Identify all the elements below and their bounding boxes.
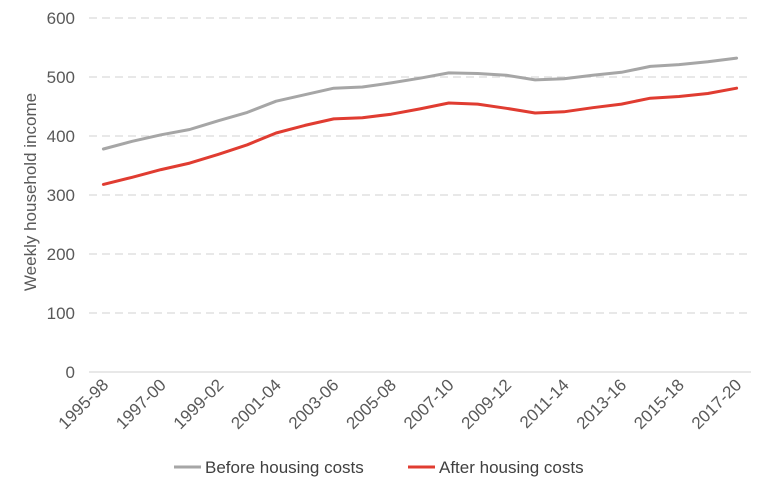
y-tick-label: 200 [47,245,75,264]
y-tick-label: 100 [47,304,75,323]
x-tick-label: 2015-18 [630,375,688,433]
series-line-before-housing-costs [101,56,739,151]
x-tick-label: 2011-14 [516,375,573,432]
y-tick-label: 0 [66,363,75,382]
x-tick-label: 2009-12 [458,375,516,433]
gridlines [89,17,751,314]
y-tick-label: 400 [47,127,75,146]
x-tick-label: 1999-02 [170,375,228,433]
y-tick-label: 600 [47,9,75,28]
y-tick-label: 300 [47,186,75,205]
x-tick-label: 2007-10 [400,375,458,433]
y-tick-label: 500 [47,68,75,87]
x-tick-label: 1997-00 [112,375,170,433]
legend: Before housing costs After housing costs [174,458,584,477]
x-axis: 1995-98 1997-00 1999-02 2001-04 2003-06 2005-… [55,371,751,433]
x-tick-label: 2001-04 [227,375,285,433]
legend-label-before-housing-costs: Before housing costs [205,458,364,477]
series-line-after-housing-costs [101,86,739,186]
series-lines [101,56,739,186]
x-tick-label: 2005-08 [342,375,400,433]
x-tick-label: 1995-98 [55,375,113,433]
y-axis-title: Weekly household income [21,93,40,291]
x-tick-label: 2013-16 [573,375,631,433]
legend-label-after-housing-costs: After housing costs [439,458,584,477]
x-tick-label: 2017-20 [688,375,746,433]
y-axis: 0 100 200 300 400 500 600 [47,9,75,382]
x-tick-label: 2003-06 [285,375,343,433]
